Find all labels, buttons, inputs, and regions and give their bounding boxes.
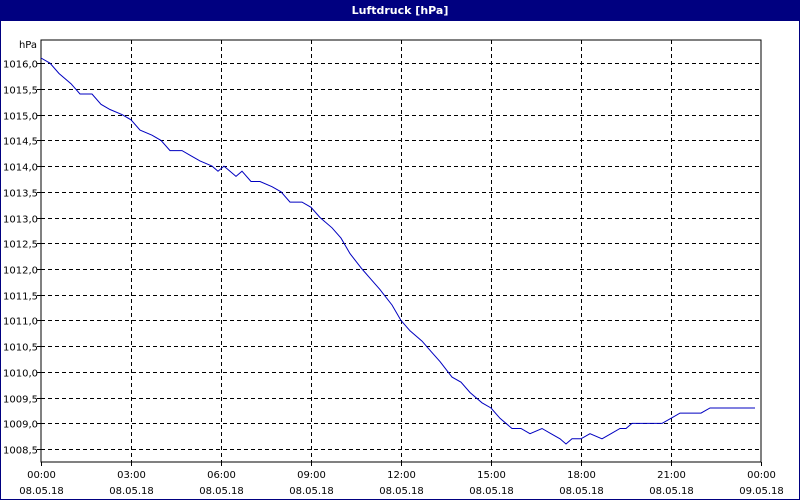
- x-tick-time: 06:00: [207, 470, 236, 481]
- y-tick-label: 1011,0: [3, 317, 38, 328]
- x-tick-time: 12:00: [387, 470, 416, 481]
- x-tick-date: 08.05.18: [109, 486, 154, 497]
- x-tick-date: 08.05.18: [289, 486, 334, 497]
- y-tick-label: 1016,0: [3, 60, 38, 71]
- y-tick-label: 1013,5: [3, 189, 38, 200]
- x-tick-date: 08.05.18: [199, 486, 244, 497]
- y-tick-label: 1013,0: [3, 215, 38, 226]
- y-tick-label: 1010,5: [3, 343, 38, 354]
- series-line-luftdruck: [40, 57, 755, 445]
- x-tick-date: 08.05.18: [559, 486, 604, 497]
- x-tick-time: 03:00: [117, 470, 146, 481]
- y-tick-label: 1009,5: [3, 395, 38, 406]
- x-tick-time: 15:00: [477, 470, 506, 481]
- y-tick-label: 1014,0: [3, 163, 38, 174]
- chart-title: Luftdruck [hPa]: [1, 1, 799, 21]
- x-tick-date: 08.05.18: [379, 486, 424, 497]
- x-tick-time: 21:00: [657, 470, 686, 481]
- y-tick-label: 1012,0: [3, 266, 38, 277]
- y-tick-label: 1008,5: [3, 446, 38, 457]
- x-tick-time: 00:00: [27, 470, 56, 481]
- y-tick-label: 1015,5: [3, 86, 38, 97]
- x-tick-date: 09.05.18: [739, 486, 784, 497]
- x-tick-time: 18:00: [567, 470, 596, 481]
- x-tick-date: 08.05.18: [649, 486, 694, 497]
- y-tick-label: 1014,5: [3, 137, 38, 148]
- x-tick-time: 00:00: [747, 470, 776, 481]
- y-tick-label: 1012,5: [3, 240, 38, 251]
- y-tick-label: 1010,0: [3, 369, 38, 380]
- x-tick-time: 09:00: [297, 470, 326, 481]
- y-tick-label: 1009,0: [3, 420, 38, 431]
- y-axis-unit: hPa: [19, 40, 37, 51]
- y-tick-label: 1011,5: [3, 292, 38, 303]
- y-tick-label: 1015,0: [3, 112, 38, 123]
- x-tick-date: 08.05.18: [19, 486, 64, 497]
- x-tick-date: 08.05.18: [469, 486, 514, 497]
